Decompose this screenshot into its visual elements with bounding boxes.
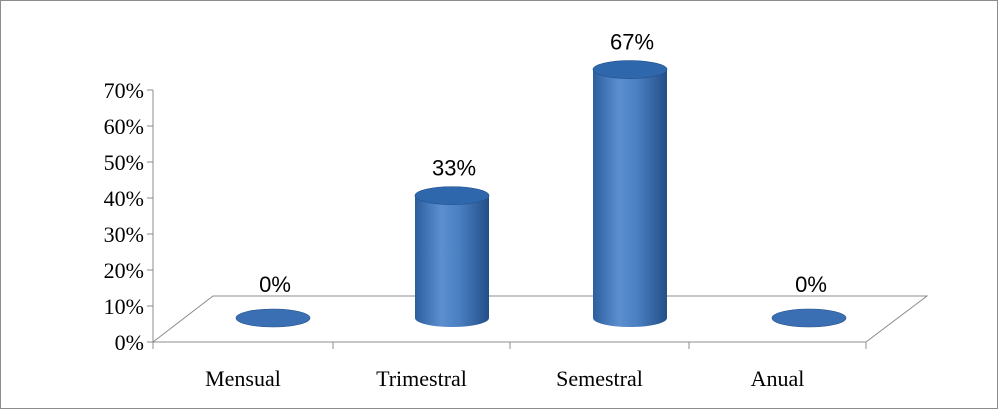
bar-anual <box>771 308 847 328</box>
y-tick-label: 30% <box>104 222 144 247</box>
bar-trimestral <box>414 186 490 327</box>
y-tick-label: 10% <box>104 294 144 319</box>
data-label: 67% <box>610 30 654 55</box>
x-category-label: Semestral <box>556 366 643 391</box>
bar-body <box>593 69 667 328</box>
y-tick-label: 70% <box>104 78 144 103</box>
y-tick-label: 0% <box>115 330 144 355</box>
bar-semestral <box>592 60 668 328</box>
data-label: 0% <box>795 272 827 297</box>
y-tick-label: 60% <box>104 114 144 139</box>
data-label: 33% <box>432 156 476 181</box>
bar-mensual <box>235 308 311 328</box>
axes: 0% 10% 20% 30% 40% 50% 60% 70% <box>104 78 929 355</box>
bar-body <box>415 195 489 327</box>
x-category-label: Trimestral <box>376 366 467 391</box>
bar-zero-disc <box>771 308 847 328</box>
y-tick-label: 50% <box>104 150 144 175</box>
x-category-label: Mensual <box>205 366 281 391</box>
bar-top <box>414 186 490 205</box>
x-category-label: Anual <box>751 366 805 391</box>
y-tick-label: 20% <box>104 258 144 283</box>
data-label: 0% <box>259 272 291 297</box>
labels: 0% Mensual 33% Trimestral 67% Semestral 0% Anua… <box>205 30 827 391</box>
bars <box>235 60 847 328</box>
bar-zero-disc <box>235 308 311 328</box>
y-tick-label: 40% <box>104 186 144 211</box>
bar-top <box>592 60 668 79</box>
